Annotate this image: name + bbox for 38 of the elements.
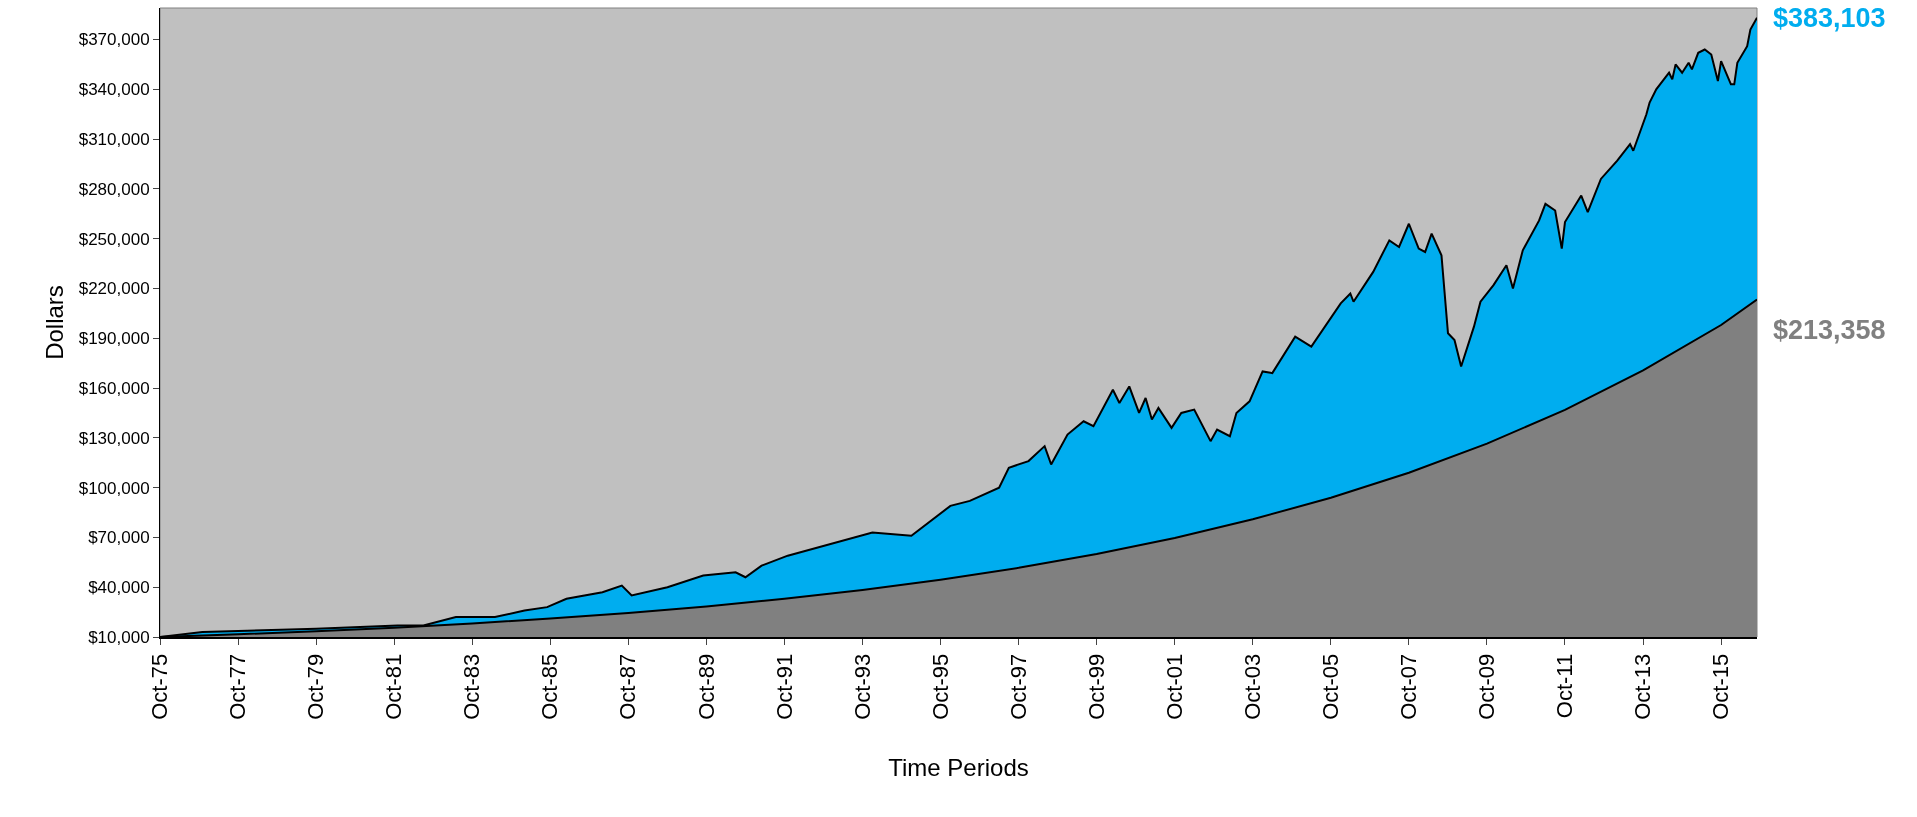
y-tick-label: $250,000	[78, 229, 150, 249]
y-tick-label: $160,000	[78, 379, 150, 399]
x-tick-label: Oct-83	[459, 653, 485, 720]
x-tick-label: Oct-87	[615, 653, 641, 720]
x-tick-label: Oct-91	[771, 653, 797, 720]
y-tick-label: $310,000	[78, 130, 150, 150]
x-tick-label: Oct-79	[303, 653, 329, 720]
y-tick-label: $190,000	[78, 329, 150, 349]
x-axis-title: Time Periods	[888, 753, 1029, 781]
x-tick-label: Oct-81	[381, 653, 407, 720]
x-tick-label: Oct-05	[1318, 653, 1344, 720]
y-tick-label: $370,000	[78, 30, 150, 50]
y-tick-label: $130,000	[78, 428, 150, 448]
x-tick-label: Oct-95	[927, 653, 953, 720]
x-tick-label: Oct-85	[537, 653, 563, 720]
y-tick-label: $10,000	[88, 627, 150, 647]
y-tick-label: $70,000	[88, 528, 150, 548]
x-tick-label: Oct-03	[1239, 653, 1265, 720]
x-tick-label: Oct-13	[1630, 653, 1656, 720]
x-tick-label: Oct-75	[147, 653, 173, 720]
y-tick-label: $280,000	[78, 179, 150, 199]
x-tick-label: Oct-11	[1552, 653, 1578, 719]
x-tick-label: Oct-07	[1396, 653, 1422, 720]
x-tick-label: Oct-01	[1161, 653, 1187, 720]
annotation: $383,103	[1773, 3, 1886, 33]
y-tick-label: $340,000	[78, 80, 150, 100]
x-tick-label: Oct-89	[693, 653, 719, 720]
x-tick-label: Oct-15	[1708, 653, 1734, 720]
x-tick-label: Oct-93	[849, 653, 875, 720]
x-tick-label: Oct-77	[225, 653, 251, 720]
y-axis-title: Dollars	[40, 285, 68, 360]
x-tick-label: Oct-97	[1005, 653, 1031, 720]
annotation: $213,358	[1773, 315, 1886, 345]
y-tick-label: $220,000	[78, 279, 150, 299]
y-tick-label: $40,000	[88, 578, 150, 598]
x-tick-label: Oct-99	[1083, 653, 1109, 720]
y-tick-label: $100,000	[78, 478, 150, 498]
x-tick-label: Oct-09	[1474, 653, 1500, 720]
